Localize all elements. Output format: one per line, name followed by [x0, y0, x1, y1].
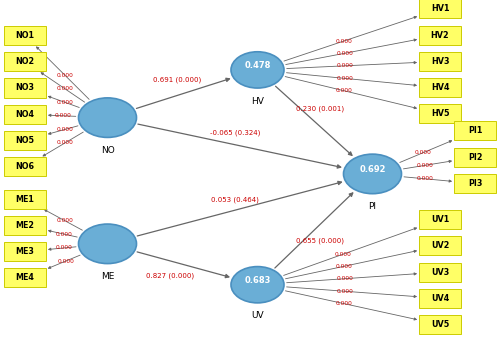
- Text: NO5: NO5: [16, 136, 34, 145]
- Text: 0.000: 0.000: [56, 232, 72, 237]
- Ellipse shape: [231, 52, 284, 88]
- Text: 0.000: 0.000: [336, 51, 353, 56]
- FancyBboxPatch shape: [454, 174, 496, 193]
- Text: ME2: ME2: [16, 221, 34, 230]
- Text: 0.000: 0.000: [336, 301, 353, 306]
- Text: 0.000: 0.000: [57, 219, 74, 223]
- Text: 0.691 (0.000): 0.691 (0.000): [154, 77, 202, 84]
- FancyBboxPatch shape: [419, 26, 461, 45]
- Text: -0.065 (0.324): -0.065 (0.324): [210, 130, 260, 136]
- Ellipse shape: [231, 267, 284, 303]
- Text: 0.000: 0.000: [417, 176, 434, 181]
- Ellipse shape: [78, 98, 136, 137]
- FancyBboxPatch shape: [419, 289, 461, 308]
- FancyBboxPatch shape: [419, 315, 461, 334]
- FancyBboxPatch shape: [4, 157, 46, 176]
- Text: HV1: HV1: [431, 4, 449, 13]
- Text: HV5: HV5: [431, 109, 449, 118]
- Text: 0.000: 0.000: [336, 63, 353, 68]
- Ellipse shape: [344, 154, 402, 194]
- Text: 0.000: 0.000: [336, 88, 353, 93]
- Text: HV4: HV4: [431, 83, 449, 92]
- Text: HV3: HV3: [431, 57, 449, 66]
- Text: UV2: UV2: [431, 241, 449, 250]
- Text: UV5: UV5: [431, 320, 449, 329]
- Text: 0.000: 0.000: [55, 113, 72, 118]
- FancyBboxPatch shape: [454, 148, 496, 167]
- Text: NO3: NO3: [16, 84, 34, 92]
- Text: HV: HV: [251, 97, 264, 106]
- Text: 0.655 (0.000): 0.655 (0.000): [296, 237, 344, 244]
- Text: 0.000: 0.000: [57, 73, 74, 78]
- Text: NO2: NO2: [16, 57, 34, 66]
- Ellipse shape: [78, 224, 136, 264]
- FancyBboxPatch shape: [419, 236, 461, 255]
- Text: 0.827 (0.000): 0.827 (0.000): [146, 273, 194, 280]
- Text: UV: UV: [251, 311, 264, 321]
- Text: 0.000: 0.000: [336, 289, 353, 294]
- Text: 0.000: 0.000: [336, 76, 353, 81]
- FancyBboxPatch shape: [4, 190, 46, 209]
- Text: 0.000: 0.000: [56, 127, 73, 132]
- FancyBboxPatch shape: [4, 216, 46, 235]
- Text: NO6: NO6: [16, 162, 34, 171]
- Text: 0.000: 0.000: [416, 163, 434, 168]
- Text: PI3: PI3: [468, 179, 482, 188]
- FancyBboxPatch shape: [4, 268, 46, 287]
- Text: 0.692: 0.692: [359, 165, 386, 174]
- Text: UV3: UV3: [431, 268, 449, 277]
- Text: PI: PI: [368, 202, 376, 211]
- FancyBboxPatch shape: [4, 26, 46, 45]
- Text: NO4: NO4: [16, 110, 34, 119]
- Text: PI2: PI2: [468, 153, 482, 162]
- Text: NO: NO: [100, 146, 114, 155]
- Text: 0.000: 0.000: [56, 86, 74, 91]
- Text: UV4: UV4: [431, 294, 449, 303]
- Text: 0.000: 0.000: [336, 39, 352, 44]
- Text: ME: ME: [101, 272, 114, 281]
- Text: ME4: ME4: [16, 273, 34, 282]
- FancyBboxPatch shape: [4, 131, 46, 150]
- FancyBboxPatch shape: [419, 210, 461, 229]
- FancyBboxPatch shape: [4, 242, 46, 261]
- FancyBboxPatch shape: [4, 105, 46, 124]
- Text: 0.000: 0.000: [336, 276, 353, 281]
- FancyBboxPatch shape: [4, 78, 46, 98]
- Text: 0.000: 0.000: [336, 264, 353, 269]
- Text: PI1: PI1: [468, 127, 482, 135]
- Text: HV2: HV2: [430, 31, 450, 40]
- FancyBboxPatch shape: [454, 121, 496, 140]
- Text: NO1: NO1: [16, 31, 34, 40]
- FancyBboxPatch shape: [419, 0, 461, 18]
- Text: 0.000: 0.000: [57, 100, 74, 105]
- FancyBboxPatch shape: [419, 52, 461, 71]
- FancyBboxPatch shape: [419, 104, 461, 123]
- Text: 0.000: 0.000: [335, 252, 352, 256]
- Text: UV1: UV1: [431, 215, 449, 224]
- Text: 0.000: 0.000: [56, 140, 74, 145]
- Text: 0.000: 0.000: [58, 258, 74, 264]
- FancyBboxPatch shape: [4, 52, 46, 71]
- Text: 0.230 (0.001): 0.230 (0.001): [296, 106, 344, 113]
- Text: 0.053 (0.464): 0.053 (0.464): [211, 196, 259, 203]
- Text: ME3: ME3: [16, 247, 34, 256]
- Text: 0.478: 0.478: [244, 61, 270, 70]
- FancyBboxPatch shape: [419, 78, 461, 97]
- FancyBboxPatch shape: [419, 263, 461, 282]
- Text: 0.000: 0.000: [415, 150, 432, 155]
- Text: ME1: ME1: [16, 195, 34, 204]
- Text: 0.683: 0.683: [244, 276, 270, 285]
- Text: 0.000: 0.000: [55, 246, 72, 251]
